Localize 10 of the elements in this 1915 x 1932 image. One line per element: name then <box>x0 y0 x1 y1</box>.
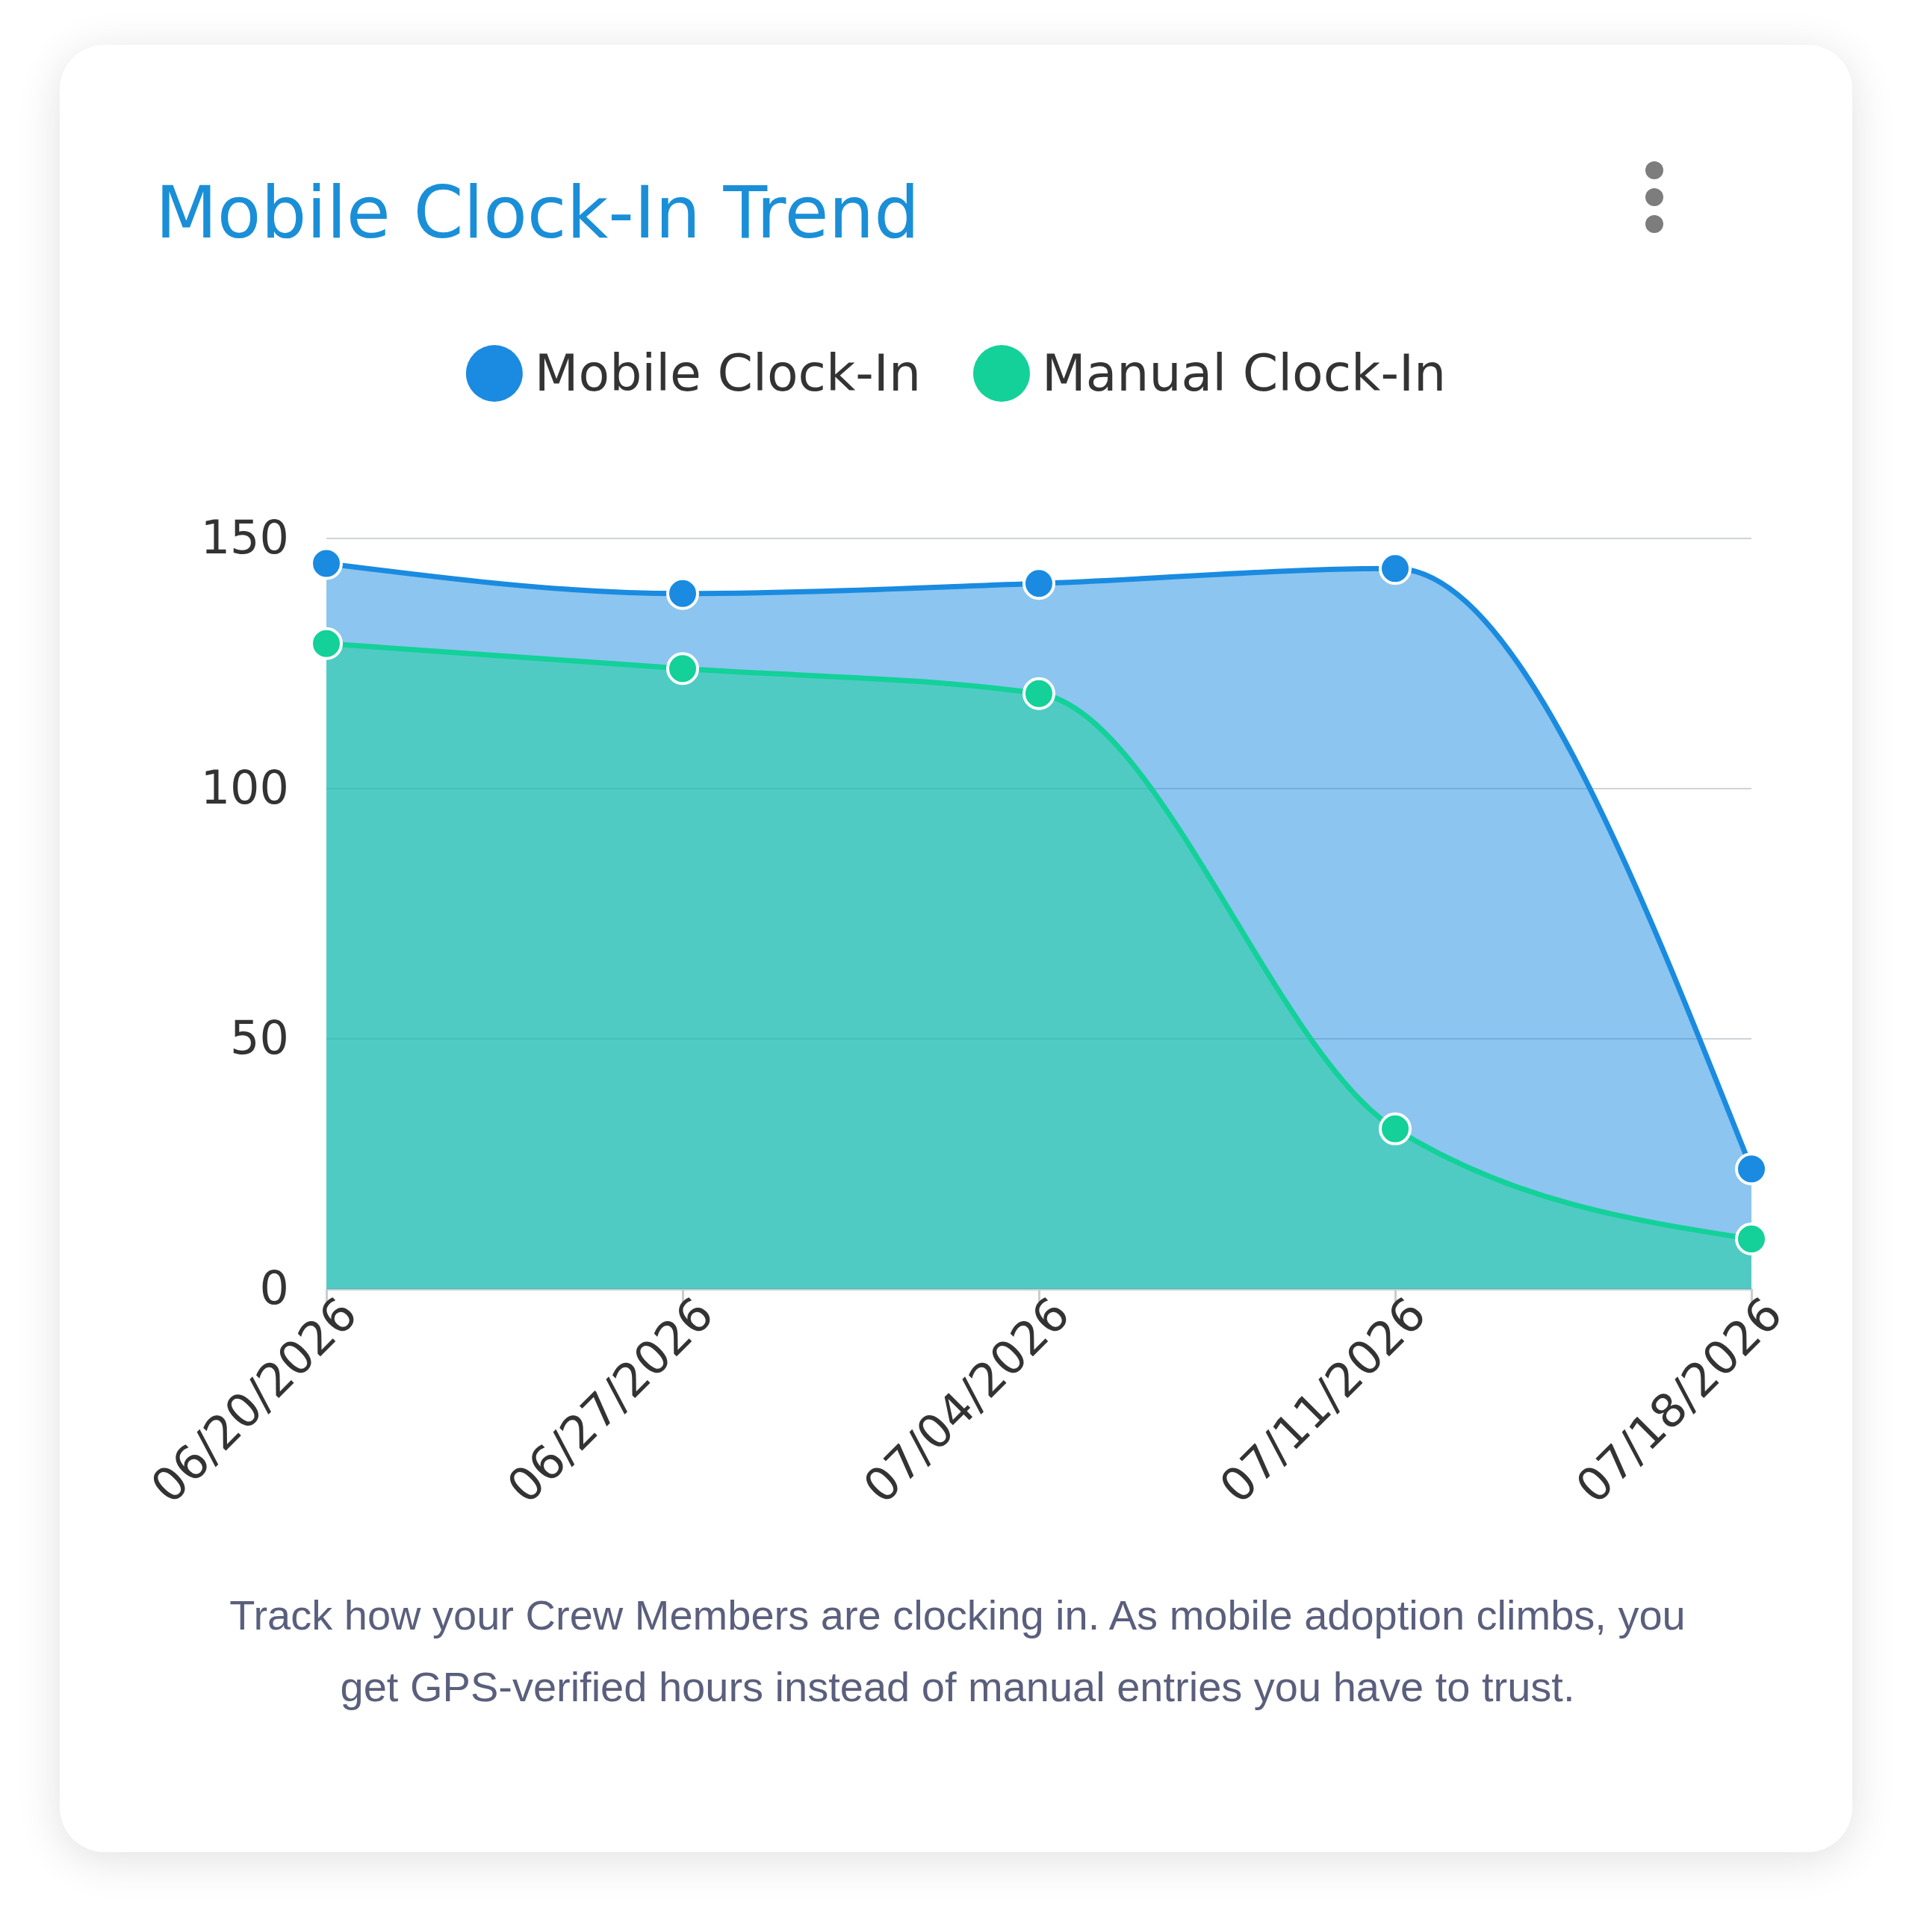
y-tick-label: 150 <box>200 510 289 565</box>
y-tick-label: 50 <box>230 1010 289 1066</box>
legend-label: Mobile Clock-In <box>534 344 921 403</box>
point <box>1379 1112 1412 1146</box>
y-tick-label: 100 <box>200 760 289 816</box>
point <box>666 652 699 686</box>
chart-title: Mobile Clock-In Trend <box>155 171 920 255</box>
legend-label: Manual Clock-In <box>1041 344 1447 403</box>
text: Track how your Crew Members are clocking in. As mobile adoption climbs, you get GPS-verified hours instead of manual entries you have to trust. <box>229 1591 1686 1712</box>
point <box>1022 677 1055 710</box>
